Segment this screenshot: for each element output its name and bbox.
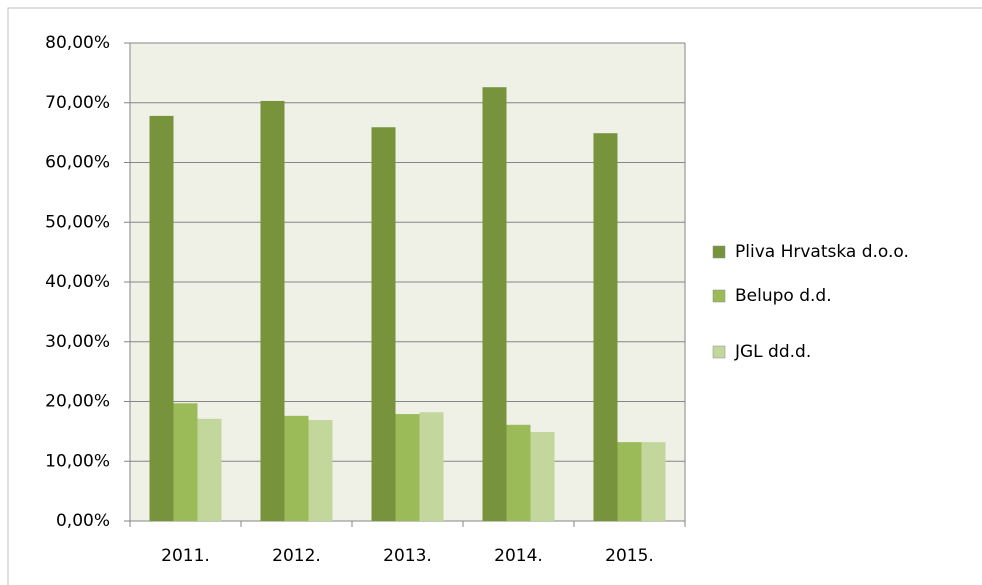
y-tick-label: 80,00% bbox=[45, 33, 110, 53]
bar bbox=[395, 414, 420, 521]
bar bbox=[173, 403, 198, 521]
legend-swatch bbox=[712, 245, 726, 259]
legend-label: JGL dd.d. bbox=[734, 342, 811, 362]
bar bbox=[419, 412, 444, 521]
y-tick-label: 60,00% bbox=[45, 153, 110, 173]
y-tick-label: 40,00% bbox=[45, 272, 110, 292]
y-tick-label: 50,00% bbox=[45, 212, 110, 232]
bar bbox=[308, 420, 333, 521]
bar bbox=[284, 415, 309, 521]
bar bbox=[506, 424, 531, 521]
bar bbox=[260, 100, 285, 522]
x-tick-label: 2011. bbox=[161, 546, 210, 566]
legend-label: Pliva Hrvatska d.o.o. bbox=[735, 242, 909, 262]
legend-swatch bbox=[712, 345, 726, 359]
y-tick-label: 70,00% bbox=[45, 93, 110, 113]
bar bbox=[593, 133, 618, 521]
bar bbox=[482, 87, 507, 521]
x-tick-label: 2015. bbox=[605, 546, 654, 566]
y-tick-label: 20,00% bbox=[45, 392, 110, 412]
bar bbox=[197, 418, 222, 521]
y-tick-label: 0,00% bbox=[56, 511, 110, 531]
bar bbox=[149, 115, 174, 522]
chart-border bbox=[7, 7, 982, 585]
x-tick-label: 2012. bbox=[272, 546, 321, 566]
bar bbox=[530, 431, 555, 521]
legend-label: Belupo d.d. bbox=[735, 286, 832, 306]
x-tick-label: 2014. bbox=[494, 546, 543, 566]
x-tick-label: 2013. bbox=[383, 546, 432, 566]
bar bbox=[641, 442, 666, 521]
bar bbox=[617, 442, 642, 521]
y-tick-label: 30,00% bbox=[45, 332, 110, 352]
bar bbox=[371, 127, 396, 521]
y-tick-label: 10,00% bbox=[45, 451, 110, 471]
legend-swatch bbox=[712, 289, 726, 303]
